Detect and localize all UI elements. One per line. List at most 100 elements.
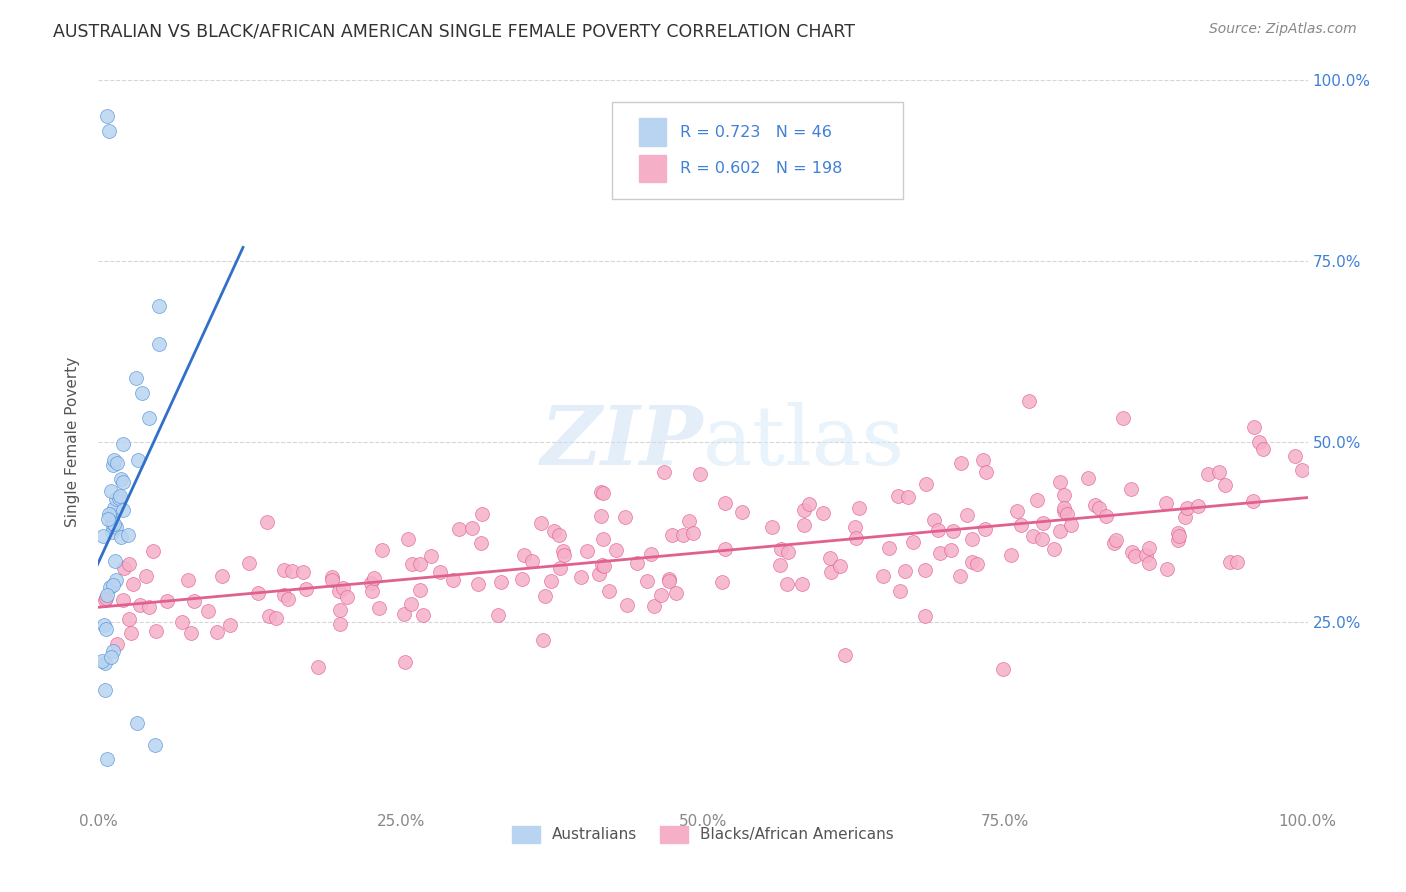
Point — [105, 456, 128, 470]
Point — [112, 437, 135, 451]
Point — [1123, 549, 1146, 564]
Point — [1243, 420, 1265, 434]
Point — [769, 558, 792, 572]
Point — [1087, 500, 1109, 515]
Point — [443, 573, 465, 587]
Point — [142, 544, 165, 558]
Text: AUSTRALIAN VS BLACK/AFRICAN AMERICAN SINGLE FEMALE POVERTY CORRELATION CHART: AUSTRALIAN VS BLACK/AFRICAN AMERICAN SIN… — [53, 22, 855, 40]
Point — [1018, 393, 1040, 408]
Bar — [638, 155, 665, 182]
Point — [105, 636, 128, 650]
Point — [928, 546, 950, 560]
Point — [956, 508, 979, 522]
Point — [553, 548, 575, 562]
Point — [714, 496, 737, 510]
Point — [183, 594, 205, 608]
Point — [100, 514, 122, 528]
Point — [211, 569, 233, 583]
Point — [105, 519, 128, 533]
Point — [530, 516, 553, 530]
Point — [1137, 557, 1160, 571]
Point — [571, 570, 593, 584]
Point — [844, 520, 866, 534]
Point — [897, 490, 920, 504]
Point — [1053, 488, 1076, 502]
Point — [731, 505, 754, 519]
Point — [266, 611, 288, 625]
Point — [598, 584, 620, 599]
Point — [770, 542, 793, 557]
Point — [1095, 508, 1118, 523]
Point — [950, 456, 973, 470]
Point — [292, 565, 315, 579]
Point — [962, 532, 984, 546]
Point — [1105, 533, 1128, 547]
Point — [205, 625, 228, 640]
Point — [101, 643, 124, 657]
Point — [1251, 442, 1274, 456]
Point — [91, 529, 114, 543]
Point — [100, 483, 122, 498]
Point — [307, 659, 329, 673]
Point — [394, 655, 416, 669]
Point — [98, 507, 121, 521]
Point — [281, 564, 304, 578]
Point — [1219, 555, 1241, 569]
Point — [575, 544, 598, 558]
Point — [100, 507, 122, 521]
Point — [643, 599, 665, 613]
Point — [1056, 507, 1078, 521]
Point — [329, 616, 352, 631]
Point — [360, 583, 382, 598]
Point — [834, 648, 856, 662]
Point — [396, 533, 419, 547]
Point — [127, 452, 149, 467]
Point — [962, 556, 984, 570]
Point — [156, 594, 179, 608]
Point — [105, 492, 128, 507]
Point — [793, 518, 815, 533]
Point — [1112, 410, 1135, 425]
Point — [665, 586, 688, 600]
Point — [470, 535, 492, 549]
Point — [94, 591, 117, 605]
Point — [1043, 541, 1066, 556]
Y-axis label: Single Female Poverty: Single Female Poverty — [65, 357, 80, 526]
Point — [467, 576, 489, 591]
Point — [534, 589, 557, 603]
Point — [100, 649, 122, 664]
Point — [1168, 529, 1191, 543]
Point — [103, 517, 125, 532]
Point — [828, 558, 851, 573]
Point — [246, 586, 269, 600]
Point — [1177, 501, 1199, 516]
Point — [927, 524, 949, 538]
Point — [901, 535, 924, 549]
Point — [108, 491, 131, 505]
Point — [1025, 492, 1047, 507]
Point — [605, 542, 627, 557]
Bar — [638, 119, 665, 145]
Point — [461, 520, 484, 534]
Point — [419, 549, 441, 563]
Point — [108, 489, 131, 503]
Point — [974, 466, 997, 480]
Point — [412, 608, 434, 623]
Point — [661, 528, 683, 542]
Point — [143, 738, 166, 752]
Point — [845, 531, 868, 545]
Point — [394, 607, 416, 622]
Point — [125, 716, 148, 731]
Point — [135, 569, 157, 583]
Point — [91, 654, 114, 668]
Point — [111, 592, 134, 607]
Point — [553, 544, 575, 558]
Point — [588, 567, 610, 582]
Point — [295, 582, 318, 597]
Point — [112, 561, 135, 575]
Point — [96, 622, 118, 636]
Text: R = 0.723   N = 46: R = 0.723 N = 46 — [681, 125, 832, 139]
Point — [1000, 548, 1022, 562]
Point — [103, 500, 125, 515]
Point — [371, 542, 394, 557]
